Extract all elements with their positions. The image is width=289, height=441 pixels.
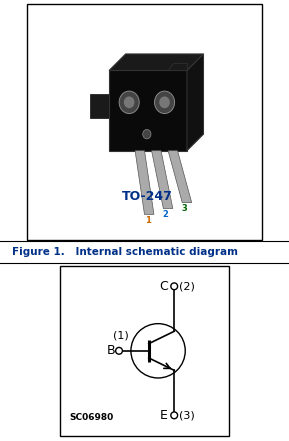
- Text: B: B: [107, 344, 116, 357]
- Ellipse shape: [124, 97, 134, 108]
- Text: (1): (1): [113, 331, 129, 340]
- Polygon shape: [109, 71, 187, 151]
- Ellipse shape: [155, 91, 175, 113]
- Text: SC06980: SC06980: [70, 412, 114, 422]
- Text: 2: 2: [163, 210, 169, 219]
- Text: E: E: [160, 409, 168, 422]
- Ellipse shape: [119, 91, 139, 113]
- FancyBboxPatch shape: [60, 266, 229, 436]
- Polygon shape: [151, 151, 173, 209]
- Polygon shape: [109, 54, 203, 71]
- Text: 1: 1: [145, 216, 151, 225]
- Polygon shape: [187, 54, 203, 151]
- Text: Internal schematic diagram: Internal schematic diagram: [61, 247, 238, 257]
- Polygon shape: [90, 94, 109, 118]
- Polygon shape: [168, 64, 187, 71]
- Text: TO-247: TO-247: [121, 190, 172, 203]
- Circle shape: [171, 412, 178, 419]
- Polygon shape: [168, 151, 192, 202]
- Text: C: C: [160, 280, 168, 293]
- Text: (2): (2): [179, 281, 195, 292]
- Circle shape: [171, 283, 178, 290]
- Text: (3): (3): [179, 410, 195, 420]
- Polygon shape: [135, 151, 154, 214]
- Text: 3: 3: [182, 204, 188, 213]
- Ellipse shape: [143, 130, 151, 139]
- Circle shape: [116, 348, 123, 354]
- FancyBboxPatch shape: [27, 4, 262, 240]
- Ellipse shape: [159, 97, 170, 108]
- Text: Figure 1.: Figure 1.: [12, 247, 64, 257]
